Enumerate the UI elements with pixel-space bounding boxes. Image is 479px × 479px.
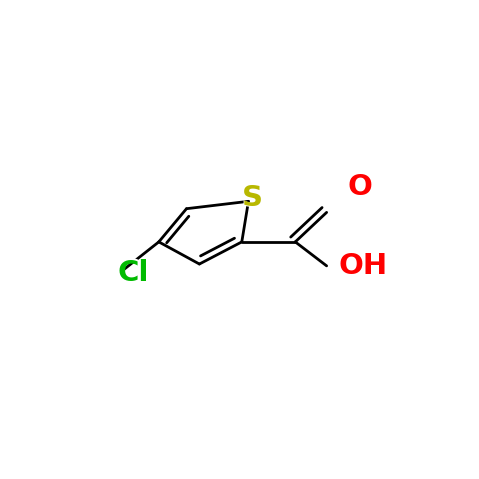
Text: O: O — [346, 170, 374, 203]
Text: OH: OH — [339, 252, 388, 280]
Text: OH: OH — [335, 250, 392, 282]
Text: S: S — [242, 183, 263, 212]
Text: O: O — [347, 172, 372, 201]
Text: Cl: Cl — [117, 259, 149, 287]
Text: S: S — [241, 181, 265, 214]
Text: Cl: Cl — [115, 257, 151, 290]
